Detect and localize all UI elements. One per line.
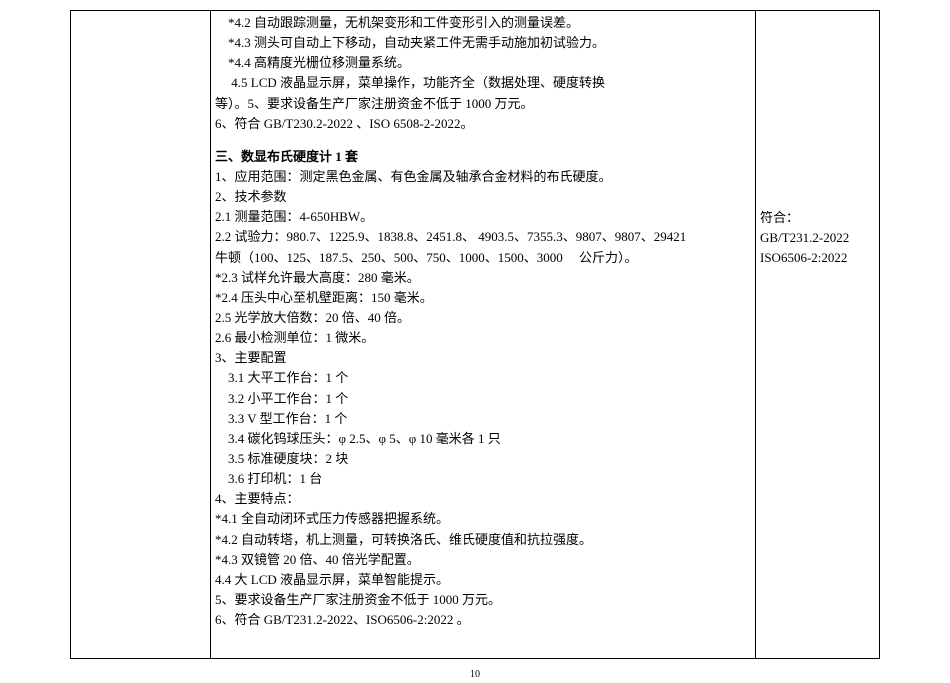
- spacer: [760, 13, 875, 208]
- line: 3.1 大平工作台：1 个: [215, 368, 751, 388]
- line: 6、符合 GB/T230.2-2022 、ISO 6508-2-2022。: [215, 114, 751, 134]
- line: *4.1 全自动闭环式压力传感器把握系统。: [215, 509, 751, 529]
- line: 等）。5、要求设备生产厂家注册资金不低于 1000 万元。: [215, 94, 751, 114]
- line: *4.3 测头可自动上下移动，自动夹紧工件无需手动施加初试验力。: [215, 33, 751, 53]
- line: 2、技术参数: [215, 187, 751, 207]
- line: 3.5 标准硬度块：2 块: [215, 449, 751, 469]
- line: 4、主要特点：: [215, 489, 751, 509]
- spacer: [215, 630, 751, 656]
- line: *4.3 双镜管 20 倍、40 倍光学配置。: [215, 550, 751, 570]
- section-title: 三、数显布氏硬度计 1 套: [215, 147, 751, 167]
- line: 牛顿（100、125、187.5、250、500、750、1000、1500、3…: [215, 248, 751, 268]
- line: 2.5 光学放大倍数：20 倍、40 倍。: [215, 308, 751, 328]
- line: 3、主要配置: [215, 348, 751, 368]
- table-col-1: [71, 11, 211, 659]
- table-col-3: 符合： GB/T231.2-2022 ISO6506-2:2022: [756, 11, 880, 659]
- page-number: 10: [70, 667, 880, 683]
- spacer: [215, 134, 751, 147]
- line: *2.4 压头中心至机壁距离：150 毫米。: [215, 288, 751, 308]
- line: 2.2 试验力：980.7、1225.9、1838.8、2451.8、 4903…: [215, 227, 751, 247]
- line: 3.6 打印机：1 台: [215, 469, 751, 489]
- line: 2.6 最小检测单位：1 微米。: [215, 328, 751, 348]
- compliance-line: ISO6506-2:2022: [760, 248, 875, 268]
- line: 3.4 碳化钨球压头：φ 2.5、φ 5、φ 10 毫米各 1 只: [215, 429, 751, 449]
- line: *4.4 高精度光栅位移测量系统。: [215, 53, 751, 73]
- line: 5、要求设备生产厂家注册资金不低于 1000 万元。: [215, 590, 751, 610]
- line: 1、应用范围：测定黑色金属、有色金属及轴承合金材料的布氏硬度。: [215, 167, 751, 187]
- line: 2.1 测量范围：4-650HBW。: [215, 207, 751, 227]
- line: *2.3 试样允许最大高度：280 毫米。: [215, 268, 751, 288]
- line: 3.3 V 型工作台：1 个: [215, 409, 751, 429]
- line: 3.2 小平工作台：1 个: [215, 389, 751, 409]
- line: 4.5 LCD 液晶显示屏，菜单操作，功能齐全（数据处理、硬度转换: [215, 73, 751, 93]
- line: 6、符合 GB/T231.2-2022、ISO6506-2:2022 。: [215, 610, 751, 630]
- table-col-2: *4.2 自动跟踪测量，无机架变形和工件变形引入的测量误差。 *4.3 测头可自…: [211, 11, 756, 659]
- document-table: *4.2 自动跟踪测量，无机架变形和工件变形引入的测量误差。 *4.3 测头可自…: [70, 10, 880, 659]
- compliance-line: GB/T231.2-2022: [760, 228, 875, 248]
- compliance-line: 符合：: [760, 208, 875, 228]
- line: *4.2 自动跟踪测量，无机架变形和工件变形引入的测量误差。: [215, 13, 751, 33]
- line: 4.4 大 LCD 液晶显示屏，菜单智能提示。: [215, 570, 751, 590]
- line: *4.2 自动转塔，机上测量，可转换洛氏、维氏硬度值和抗拉强度。: [215, 530, 751, 550]
